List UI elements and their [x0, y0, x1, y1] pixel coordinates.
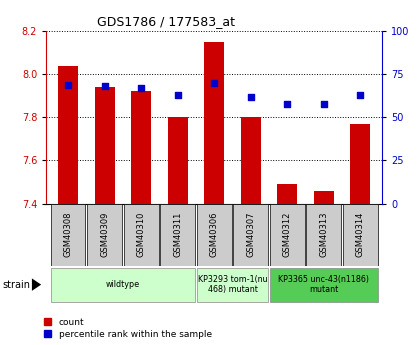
Bar — [51, 204, 85, 266]
Point — [211, 80, 218, 86]
Bar — [314, 190, 334, 204]
Bar — [87, 204, 122, 266]
Bar — [197, 268, 268, 302]
Text: GSM40311: GSM40311 — [173, 212, 182, 257]
Bar — [124, 204, 158, 266]
Bar — [160, 204, 195, 266]
Bar — [58, 66, 78, 204]
Text: KP3365 unc-43(n1186)
mutant: KP3365 unc-43(n1186) mutant — [278, 275, 369, 294]
Point — [138, 85, 144, 91]
Bar — [277, 184, 297, 204]
Bar — [234, 204, 268, 266]
Bar — [343, 204, 378, 266]
Point — [65, 82, 71, 87]
Bar — [270, 268, 378, 302]
Point — [247, 94, 254, 99]
Text: KP3293 tom-1(nu
468) mutant: KP3293 tom-1(nu 468) mutant — [198, 275, 267, 294]
Bar — [131, 91, 151, 204]
Point — [320, 101, 327, 106]
Bar — [168, 117, 188, 204]
Point — [357, 92, 364, 98]
Text: GSM40308: GSM40308 — [63, 212, 73, 257]
Bar — [204, 42, 224, 204]
Point — [101, 83, 108, 89]
Point — [174, 92, 181, 98]
Text: GSM40314: GSM40314 — [356, 212, 365, 257]
Text: GSM40306: GSM40306 — [210, 212, 219, 257]
Text: GSM40313: GSM40313 — [319, 212, 328, 257]
Bar — [51, 268, 195, 302]
Point — [284, 101, 291, 106]
Bar — [350, 124, 370, 204]
Bar — [270, 204, 304, 266]
Text: strain: strain — [2, 280, 30, 289]
Text: GSM40309: GSM40309 — [100, 212, 109, 257]
Bar — [197, 204, 231, 266]
Bar — [241, 117, 261, 204]
Bar — [94, 87, 115, 204]
Bar — [307, 204, 341, 266]
Legend: count, percentile rank within the sample: count, percentile rank within the sample — [42, 316, 213, 341]
Text: GSM40312: GSM40312 — [283, 212, 292, 257]
Text: GSM40307: GSM40307 — [246, 212, 255, 257]
Text: GDS1786 / 177583_at: GDS1786 / 177583_at — [97, 16, 235, 29]
Text: wildtype: wildtype — [106, 280, 140, 289]
Text: GSM40310: GSM40310 — [136, 212, 146, 257]
